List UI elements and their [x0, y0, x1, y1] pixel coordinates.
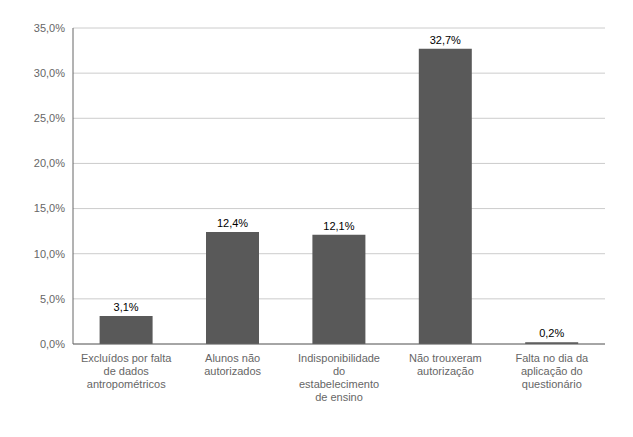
svg-text:0,0%: 0,0% — [40, 338, 65, 350]
svg-text:Excluídos por faltade dadosant: Excluídos por faltade dadosantropométric… — [81, 352, 172, 390]
svg-text:10,0%: 10,0% — [34, 248, 65, 260]
svg-text:12,4%: 12,4% — [217, 217, 248, 229]
svg-text:0,2%: 0,2% — [539, 327, 564, 339]
svg-text:20,0%: 20,0% — [34, 157, 65, 169]
svg-text:25,0%: 25,0% — [34, 112, 65, 124]
svg-text:Não trouxeramautorização: Não trouxeramautorização — [409, 352, 482, 377]
svg-text:12,1%: 12,1% — [323, 220, 354, 232]
svg-text:15,0%: 15,0% — [34, 202, 65, 214]
svg-text:Falta no dia daaplicação doque: Falta no dia daaplicação doquestionário — [515, 352, 589, 390]
svg-text:32,7%: 32,7% — [430, 34, 461, 46]
svg-text:35,0%: 35,0% — [34, 22, 65, 34]
svg-text:30,0%: 30,0% — [34, 67, 65, 79]
svg-text:Alunos nãoautorizados: Alunos nãoautorizados — [204, 352, 261, 377]
svg-text:5,0%: 5,0% — [40, 293, 65, 305]
svg-text:Indisponibilidadedoestabelecim: Indisponibilidadedoestabelecimentode ens… — [298, 352, 380, 403]
svg-text:3,1%: 3,1% — [114, 301, 139, 313]
